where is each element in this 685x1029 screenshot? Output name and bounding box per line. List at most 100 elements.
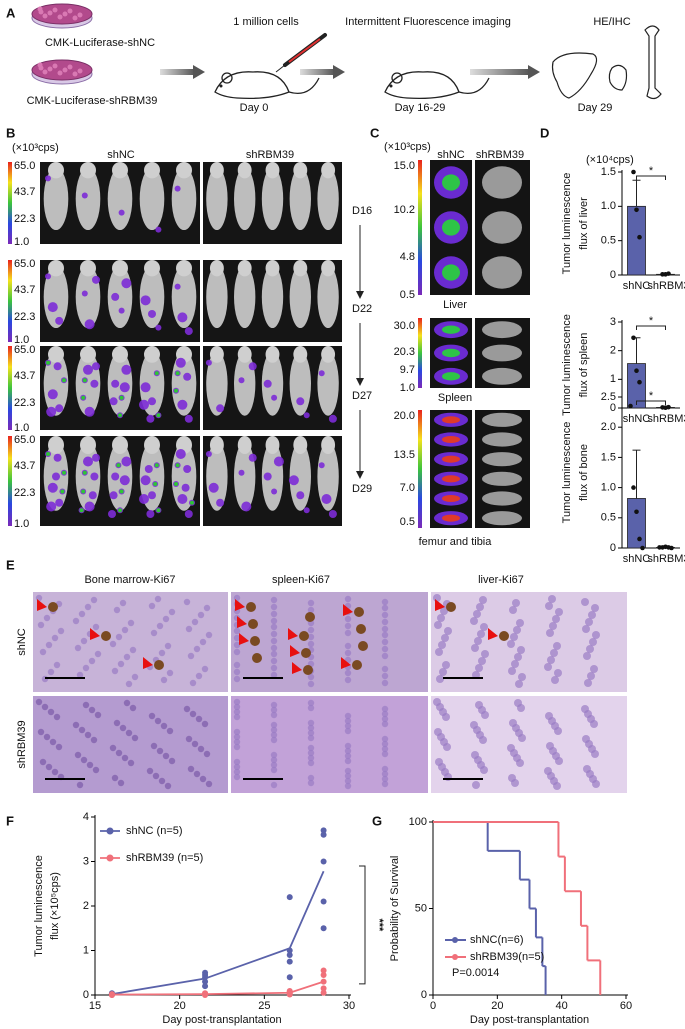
data-point — [286, 958, 293, 965]
nucleus — [517, 704, 525, 712]
nucleus — [344, 622, 352, 630]
nucleus — [439, 668, 447, 676]
signal — [248, 453, 257, 462]
ki67-positive — [48, 602, 58, 612]
nucleus — [307, 779, 315, 787]
signal-core — [118, 413, 122, 418]
signal-core — [46, 360, 50, 365]
nucleus — [183, 598, 191, 606]
arrow — [160, 69, 195, 75]
nucleus — [583, 652, 591, 660]
ki67-positive — [252, 653, 262, 663]
row-label: shRBM39 — [16, 720, 28, 768]
mouse-body — [75, 167, 101, 231]
nucleus — [441, 634, 449, 642]
mouse-head — [112, 346, 128, 363]
nucleus — [344, 772, 352, 780]
scale-label: 65.0 — [14, 434, 35, 446]
arrow — [300, 69, 335, 75]
data-point — [320, 925, 327, 932]
signal — [108, 510, 116, 518]
nucleus — [437, 614, 445, 622]
nucleus — [199, 775, 207, 783]
nucleus — [307, 606, 315, 614]
signal — [205, 451, 212, 457]
scale-label: 1.0 — [14, 236, 29, 248]
scale-label: 4.8 — [400, 251, 415, 263]
mouse-head — [48, 346, 64, 363]
panel-label: B — [6, 125, 15, 140]
signal — [303, 507, 310, 514]
mouse-body — [171, 265, 197, 329]
time-arrow-head — [356, 378, 364, 386]
legend-label: shRBM39(n=5) — [470, 951, 544, 963]
arrowhead-marker — [235, 599, 245, 611]
unit-label: (×10⁴cps) — [586, 154, 634, 166]
data-point — [202, 978, 209, 985]
nucleus — [344, 752, 352, 760]
organ-photo — [430, 410, 472, 528]
arrow-head — [333, 65, 345, 79]
nucleus — [150, 629, 158, 637]
data-point — [320, 831, 327, 838]
cell — [42, 13, 48, 19]
x-axis-label: Day post-transplantation — [162, 1014, 281, 1026]
y-axis-label: flux of spleen — [578, 333, 590, 398]
nucleus — [435, 648, 443, 656]
nucleus — [307, 599, 315, 607]
legend-marker — [452, 937, 458, 943]
mouse-head — [321, 162, 336, 179]
nucleus — [76, 781, 84, 789]
day-label: D22 — [352, 303, 372, 315]
legend-marker — [106, 854, 114, 862]
nucleus — [86, 761, 94, 769]
nucleus — [584, 679, 592, 687]
mouse-body — [139, 167, 165, 231]
nucleus — [233, 758, 241, 766]
mouse-eye — [389, 84, 393, 88]
scale-label: 9.7 — [400, 364, 415, 376]
organ-gray — [482, 471, 522, 486]
data-point — [286, 974, 293, 981]
nucleus — [508, 667, 516, 675]
nucleus — [480, 623, 488, 631]
signal — [148, 491, 156, 500]
signal — [119, 475, 130, 486]
nucleus — [307, 640, 315, 648]
nucleus — [440, 607, 448, 615]
x-tick-label: 40 — [556, 1000, 568, 1012]
nucleus — [381, 705, 389, 713]
signal — [45, 273, 51, 280]
nucleus — [307, 724, 315, 732]
data-point — [666, 271, 671, 276]
nucleus — [307, 633, 315, 641]
cell — [38, 65, 44, 71]
signal — [109, 397, 118, 406]
y-axis-label: flux of liver — [578, 197, 590, 250]
signal-core — [60, 489, 65, 494]
nucleus — [307, 626, 315, 634]
nucleus — [270, 623, 278, 631]
nucleus — [37, 728, 45, 736]
nucleus — [185, 735, 193, 743]
signal — [84, 501, 95, 512]
ki67-positive — [499, 631, 509, 641]
signal — [288, 475, 299, 486]
nucleus — [121, 626, 129, 634]
signal-core — [62, 378, 66, 383]
nucleus — [205, 780, 213, 788]
nucleus — [270, 711, 278, 719]
nucleus — [438, 641, 446, 649]
nucleus — [158, 777, 166, 785]
mouse-head — [209, 260, 224, 277]
signal-core — [156, 508, 161, 513]
nucleus — [164, 642, 172, 650]
mouse-body — [234, 265, 256, 329]
data-point — [320, 898, 327, 905]
signal — [183, 465, 192, 473]
signal — [119, 382, 130, 393]
nucleus — [586, 645, 594, 653]
nucleus — [518, 734, 526, 742]
signal — [177, 312, 188, 323]
nucleus — [381, 625, 389, 633]
